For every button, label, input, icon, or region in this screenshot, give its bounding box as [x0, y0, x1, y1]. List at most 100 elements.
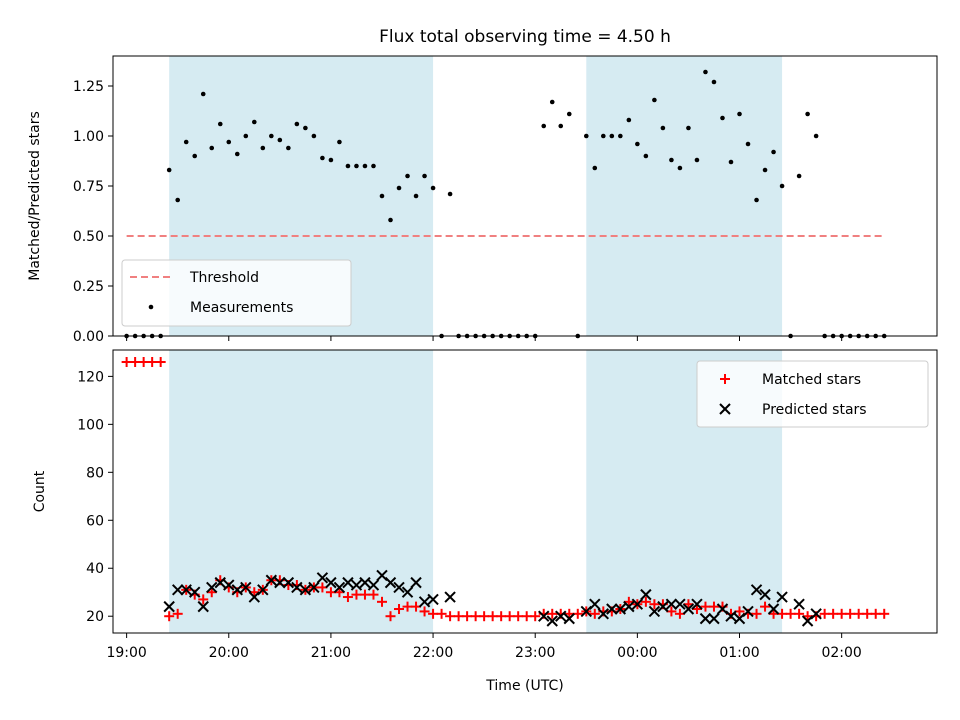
measurement-point [226, 139, 232, 145]
matched-star-point [462, 611, 473, 622]
matched-star-point [206, 587, 217, 598]
predicted-star-point [589, 598, 601, 610]
predicted-star-point [674, 598, 686, 610]
matched-star-point [700, 601, 711, 612]
bottom-legend-box [696, 360, 929, 428]
measurement-point [728, 159, 734, 165]
matched-star-point [445, 611, 456, 622]
cross-b [274, 576, 286, 589]
matched-star-point [342, 592, 353, 603]
measurement-point [592, 165, 598, 171]
measurement-point [320, 155, 325, 161]
cross-b [750, 584, 763, 596]
matched-star-point [751, 608, 762, 619]
cross-b [325, 576, 337, 589]
cross-b [240, 581, 252, 594]
top-y-axis-label: Matched/Predicted stars [27, 111, 43, 281]
predicted-star-point [291, 581, 303, 594]
bottom-y-tick-label: 60 [86, 513, 104, 529]
measurement-point [430, 185, 436, 191]
measurement-point [643, 153, 649, 159]
matched-star-point [513, 611, 524, 622]
measurement-point [252, 119, 257, 125]
predicted-star-point [742, 605, 754, 618]
cross-b [376, 569, 388, 582]
top-legend-box [121, 259, 352, 327]
predicted-star-point [359, 576, 371, 589]
matched-star-point [819, 608, 830, 619]
cross-b [614, 603, 627, 615]
matched-star-point [794, 608, 805, 619]
predicted-star-point [163, 600, 175, 613]
measurement-point [379, 193, 385, 199]
predicted-star-point [223, 579, 235, 591]
cross-b [189, 586, 201, 598]
cross-b [810, 608, 822, 620]
measurement-points [124, 69, 887, 339]
predicted-star-point [410, 576, 422, 589]
measurement-point [294, 121, 300, 127]
matched-star-point [853, 608, 864, 619]
cross-b [180, 584, 192, 596]
matched-star-point [589, 608, 600, 619]
matched-star-point [172, 608, 183, 619]
measurement-point [720, 115, 725, 121]
top-y-tick-label: 0.00 [73, 329, 104, 345]
predicted-star-point [189, 586, 201, 598]
cross-b [538, 610, 550, 622]
matched-star-point [138, 356, 149, 367]
predicted-star-point [793, 598, 805, 610]
cross-b [665, 598, 678, 610]
measurement-point [354, 163, 359, 169]
measurement-point [192, 153, 198, 159]
matched-star-point [479, 611, 490, 622]
cross-b [223, 579, 235, 591]
measurement-point [422, 173, 427, 179]
x-tick-label: 00:00 [617, 645, 657, 661]
cross-b [265, 574, 278, 586]
measurement-point [549, 99, 555, 105]
matched-star-point [394, 604, 405, 615]
cross-b [214, 576, 226, 589]
measurement-point [166, 167, 172, 173]
measurement-point [694, 157, 700, 163]
x-tick-label: 02:00 [821, 645, 861, 661]
matched-star-point [402, 601, 413, 612]
top-y-tick-label: 1.25 [73, 79, 104, 95]
cross-b [257, 584, 269, 596]
bottom-panel: 19:00 20:00 21:00 22:00 23:00 00:00 01:00 02:00… [32, 349, 938, 694]
bottom-y-ticks: 20 40 60 80 100 120 [77, 369, 113, 625]
measurement-point [703, 69, 708, 75]
cross-b [682, 603, 695, 615]
measurement-point [686, 125, 691, 131]
cross-b [742, 605, 754, 618]
matched-star-point [164, 611, 175, 622]
measurement-point [626, 117, 632, 123]
bottom-y-axis-label: Count [32, 470, 48, 512]
x-tick-label: 21:00 [311, 645, 351, 661]
matched-star-point [351, 589, 362, 600]
measurement-point [345, 163, 351, 169]
cross-b [427, 593, 439, 606]
measurement-point [762, 167, 768, 173]
cross-b [606, 603, 618, 615]
cross-b [648, 605, 661, 618]
predicted-star-point [708, 612, 720, 625]
predicted-star-point [759, 588, 771, 601]
measurement-point [277, 137, 283, 143]
matched-star-point [428, 608, 439, 619]
predicted-star-point [563, 612, 575, 625]
predicted-star-point [308, 581, 320, 594]
matched-star-point [547, 608, 558, 619]
legend-measurements-label: Measurements [190, 300, 293, 316]
cross-b [393, 581, 405, 594]
cross-b [401, 586, 414, 598]
legend-plus-mark [720, 374, 730, 384]
predicted-star-point [197, 600, 209, 613]
predicted-star-point [299, 584, 312, 596]
top-legend: Threshold Measurements [121, 259, 352, 327]
matched-star-point [640, 596, 651, 607]
legend-predicted-swatch [719, 403, 731, 415]
matched-star-point [683, 599, 694, 610]
measurement-point [243, 133, 249, 139]
